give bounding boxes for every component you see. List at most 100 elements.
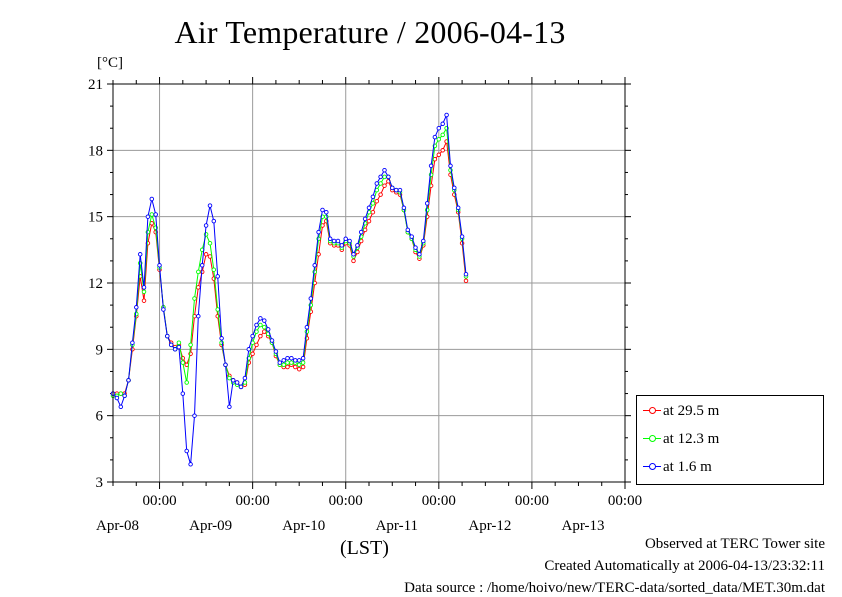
data-point: [440, 148, 445, 153]
data-point: [335, 238, 341, 244]
data-point: [130, 340, 135, 345]
data-point: [192, 413, 197, 418]
data-point: [444, 112, 449, 118]
x-tick-date-label: Apr-08: [96, 518, 139, 534]
legend-marker: [649, 435, 656, 442]
data-point: [199, 263, 205, 268]
data-point: [134, 305, 139, 310]
chart-title: Air Temperature / 2006-04-13: [174, 14, 566, 50]
y-tick-label: 6: [96, 409, 104, 425]
data-point: [184, 448, 189, 454]
y-tick-label: 3: [96, 475, 104, 491]
data-point: [176, 340, 182, 345]
data-point: [234, 380, 240, 385]
data-point: [141, 298, 147, 303]
x-tick-time-label: 00:00: [142, 493, 176, 509]
plot-border: [112, 83, 626, 483]
data-point: [250, 333, 255, 339]
data-point: [393, 187, 399, 193]
data-point: [254, 329, 259, 334]
data-point: [285, 355, 290, 361]
data-point: [378, 192, 383, 197]
data-point: [440, 121, 445, 127]
x-axis-caption: (LST): [340, 537, 389, 559]
data-point: [281, 358, 286, 363]
x-tick-time-label: 00:00: [329, 493, 363, 509]
data-point: [141, 285, 147, 290]
data-point: [358, 229, 364, 235]
data-point: [386, 174, 391, 180]
y-tick-label: 12: [88, 276, 103, 292]
y-tick-label: 21: [88, 77, 103, 93]
data-point: [300, 364, 306, 370]
data-point: [203, 223, 209, 228]
x-tick-time-label: 00:00: [515, 493, 549, 509]
data-point: [246, 347, 252, 352]
data-point: [153, 212, 158, 217]
data-point: [405, 227, 411, 233]
data-point: [296, 358, 302, 363]
data-point: [293, 358, 298, 363]
data-point: [203, 252, 209, 257]
data-point: [215, 274, 220, 279]
data-point: [262, 324, 267, 330]
data-point: [413, 245, 418, 250]
data-point: [227, 404, 232, 410]
data-point: [269, 338, 275, 343]
data-point: [382, 167, 387, 173]
data-point: [390, 185, 395, 191]
data-point: [265, 327, 271, 332]
data-point: [331, 238, 337, 244]
legend-item: at 1.6 m: [637, 457, 823, 477]
data-point: [196, 269, 201, 275]
data-point: [137, 252, 143, 257]
data-point: [258, 316, 263, 321]
data-point: [184, 380, 189, 385]
data-point: [382, 174, 387, 180]
x-tick-date-label: Apr-12: [468, 518, 511, 534]
data-point: [432, 134, 438, 140]
data-point: [312, 263, 317, 268]
legend-item: at 29.5 m: [637, 401, 823, 421]
data-point: [281, 362, 286, 368]
data-point: [230, 378, 236, 383]
data-point: [180, 360, 186, 365]
data-point: [145, 214, 151, 219]
x-tick-time-label: 00:00: [608, 493, 642, 509]
data-point: [409, 234, 414, 239]
data-point: [157, 263, 162, 268]
data-point: [374, 198, 380, 204]
data-point: [289, 355, 294, 361]
data-point: [459, 234, 465, 239]
data-point: [351, 258, 356, 264]
data-point: [296, 362, 302, 368]
data-point: [122, 393, 127, 399]
data-point: [196, 313, 201, 319]
data-point: [149, 212, 155, 217]
data-point: [327, 236, 333, 242]
x-tick-date-label: Apr-13: [561, 518, 604, 534]
data-point: [300, 355, 306, 361]
data-point: [428, 163, 434, 169]
data-point: [207, 240, 213, 246]
data-point: [424, 201, 430, 206]
x-tick-date-label: Apr-10: [282, 518, 325, 534]
data-point: [370, 209, 376, 215]
data-point: [215, 307, 220, 312]
data-point: [188, 462, 193, 467]
data-point: [118, 404, 124, 410]
legend-label: at 12.3 m: [663, 431, 720, 447]
legend-marker: [649, 407, 656, 414]
data-point: [250, 351, 255, 357]
data-point: [366, 205, 372, 211]
data-point: [285, 360, 290, 365]
data-point: [436, 152, 442, 158]
data-point: [308, 296, 314, 301]
data-point: [242, 375, 248, 381]
data-point: [382, 183, 387, 188]
data-point: [347, 238, 352, 244]
data-point: [440, 132, 445, 138]
data-point: [161, 307, 166, 312]
data-point: [223, 362, 228, 368]
